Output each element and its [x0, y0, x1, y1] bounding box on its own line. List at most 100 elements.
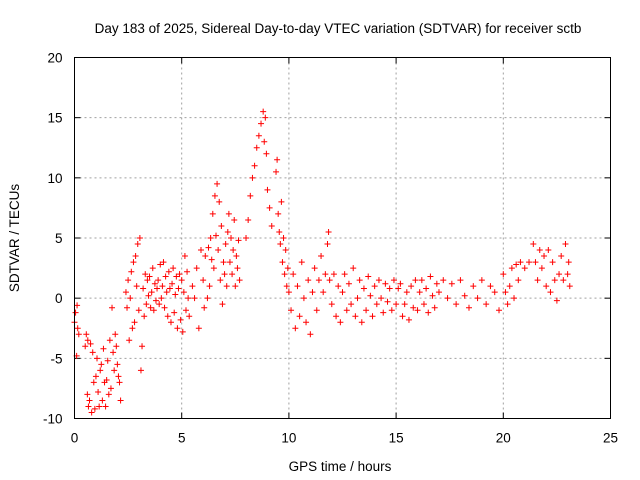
data-point	[146, 273, 153, 280]
data-point	[343, 307, 350, 314]
data-point	[148, 289, 155, 296]
data-point	[171, 309, 178, 316]
data-point	[536, 247, 543, 254]
data-point	[262, 114, 269, 121]
data-point	[386, 285, 393, 292]
data-point	[172, 291, 179, 298]
data-point	[543, 283, 550, 290]
data-point	[139, 343, 146, 350]
data-point	[233, 253, 240, 260]
data-point	[315, 277, 322, 284]
data-point	[420, 301, 427, 308]
data-point	[141, 313, 148, 320]
x-tick-label: 0	[71, 431, 79, 446]
data-point	[98, 361, 105, 368]
data-point	[478, 277, 485, 284]
data-point	[251, 162, 258, 169]
data-point	[214, 180, 221, 187]
data-point	[521, 265, 528, 272]
data-point	[223, 283, 230, 290]
data-point	[184, 268, 191, 275]
data-point	[318, 253, 325, 260]
data-point	[111, 367, 118, 374]
data-point	[403, 289, 410, 296]
data-point	[541, 253, 548, 260]
data-point	[418, 277, 425, 284]
y-tick-label: 20	[47, 51, 62, 66]
data-point	[232, 283, 239, 290]
data-point	[91, 405, 98, 412]
plot-frame	[74, 57, 611, 419]
data-point	[408, 283, 415, 290]
data-point	[160, 259, 167, 266]
data-point	[322, 271, 329, 278]
data-point	[221, 271, 228, 278]
data-point	[431, 304, 438, 311]
y-tick-label: -10	[43, 412, 63, 427]
data-point	[216, 198, 223, 205]
data-point	[564, 271, 571, 278]
data-point	[208, 256, 215, 263]
data-point	[112, 331, 119, 338]
data-point	[89, 349, 96, 356]
data-point	[303, 319, 310, 326]
data-point	[284, 265, 291, 272]
data-point	[220, 259, 227, 266]
data-point	[229, 271, 236, 278]
data-point	[440, 277, 447, 284]
data-point	[151, 280, 158, 287]
data-point	[72, 309, 79, 316]
data-point	[145, 292, 152, 299]
data-point	[181, 253, 188, 260]
data-point	[159, 283, 166, 290]
data-point	[399, 313, 406, 320]
data-point	[363, 307, 370, 314]
data-point	[395, 285, 402, 292]
data-point	[157, 261, 164, 268]
data-point	[135, 307, 142, 314]
data-point	[154, 285, 161, 292]
data-point	[348, 301, 355, 308]
data-point	[320, 289, 327, 296]
data-point	[177, 316, 184, 323]
data-point	[167, 319, 174, 326]
data-point	[285, 289, 292, 296]
y-tick-label: 0	[55, 291, 63, 306]
data-point	[225, 210, 232, 217]
data-point	[325, 228, 332, 235]
data-point	[556, 271, 563, 278]
data-point	[562, 241, 569, 248]
data-point	[204, 295, 211, 302]
data-point	[92, 373, 99, 380]
data-point	[444, 295, 451, 302]
data-point	[365, 273, 372, 280]
data-point	[127, 295, 134, 302]
data-point	[74, 325, 81, 332]
data-point	[128, 268, 135, 275]
data-point	[230, 247, 237, 254]
data-point	[545, 247, 552, 254]
data-point	[186, 313, 193, 320]
data-point	[175, 285, 182, 292]
data-point	[558, 253, 565, 260]
data-point	[74, 302, 81, 309]
data-point	[137, 367, 144, 374]
x-tick-label: 10	[281, 431, 296, 446]
data-point	[202, 253, 209, 260]
data-points	[71, 108, 573, 416]
data-point	[104, 357, 111, 364]
data-point	[330, 271, 337, 278]
data-point	[243, 235, 250, 241]
data-point	[200, 277, 207, 284]
x-tick-labels: 0 5 10 15 20 25	[71, 431, 618, 446]
data-point	[142, 271, 149, 278]
data-point	[274, 156, 281, 163]
data-point	[222, 241, 229, 248]
data-point	[143, 301, 150, 308]
data-point	[182, 307, 189, 314]
data-point	[279, 259, 286, 266]
data-point	[261, 138, 268, 145]
y-tick-label: -5	[50, 351, 62, 366]
data-point	[307, 331, 314, 338]
data-point	[235, 237, 242, 244]
